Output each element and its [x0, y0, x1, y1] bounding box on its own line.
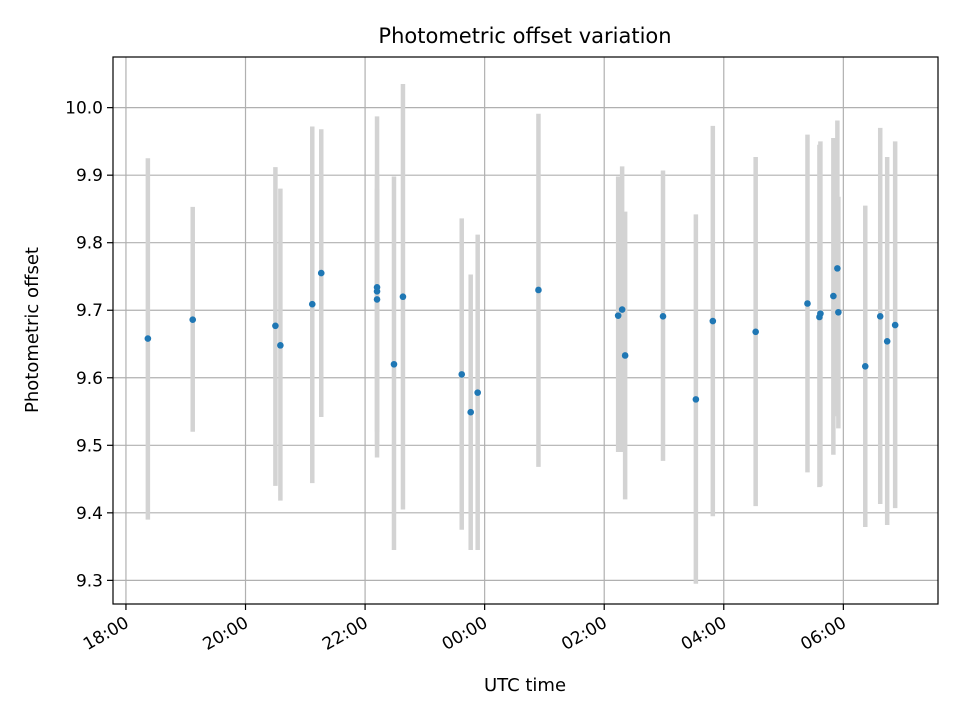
y-tick-label: 9.8 — [76, 234, 103, 254]
y-tick-label: 9.3 — [76, 571, 103, 591]
x-axis-title: UTC time — [484, 675, 566, 696]
data-point — [535, 286, 542, 294]
grid — [113, 57, 938, 604]
x-tick-label: 02:00 — [558, 613, 610, 655]
y-tick-label: 9.7 — [76, 301, 103, 321]
data-point — [835, 308, 842, 316]
data-point — [189, 316, 197, 323]
data-point — [458, 371, 466, 378]
y-tick-label: 9.4 — [76, 504, 103, 524]
data-point — [390, 360, 398, 368]
x-tick-label: 06:00 — [797, 613, 849, 655]
data-point — [399, 293, 407, 301]
data-point — [692, 396, 700, 403]
y-axis-title: Photometric offset — [22, 247, 43, 413]
plot-frame — [112, 56, 939, 605]
data-point — [834, 265, 841, 272]
data-point — [317, 269, 325, 277]
y-tick-label: 9.9 — [76, 166, 103, 186]
error-bars — [145, 84, 898, 584]
data-point — [618, 306, 626, 313]
y-axis-ticks: 9.3 9.4 9.5 9.6 9.7 9.8 9.9 10.0 — [65, 99, 113, 591]
data-point — [830, 292, 837, 300]
data-point — [308, 300, 316, 308]
data-point — [709, 317, 717, 325]
data-point — [752, 328, 759, 336]
data-point — [817, 310, 824, 317]
data-point — [467, 408, 474, 416]
x-tick-label: 00:00 — [439, 613, 491, 655]
data-point — [144, 335, 152, 342]
data-point — [861, 362, 869, 370]
data-point — [804, 300, 811, 307]
data-point — [474, 389, 481, 396]
x-tick-label: 18:00 — [80, 613, 132, 655]
data-point — [373, 296, 381, 303]
y-tick-label: 9.6 — [76, 369, 103, 389]
y-tick-label: 10.0 — [65, 99, 103, 119]
x-axis-ticks: 18:00 20:00 22:00 00:00 02:00 04:00 06:00 — [80, 604, 850, 655]
x-tick-label: 22:00 — [319, 613, 371, 655]
data-point — [659, 313, 667, 320]
data-point — [277, 342, 284, 349]
chart-title: Photometric offset variation — [378, 24, 671, 48]
data-point — [621, 352, 629, 359]
data-point — [272, 322, 279, 330]
data-point — [883, 338, 891, 345]
x-tick-label: 04:00 — [678, 613, 730, 655]
data-point — [891, 321, 899, 329]
data-point — [373, 288, 381, 295]
data-point — [614, 312, 622, 319]
data-points — [144, 265, 899, 416]
y-tick-label: 9.5 — [76, 436, 103, 456]
x-tick-label: 20:00 — [200, 613, 252, 655]
data-point — [876, 313, 884, 320]
